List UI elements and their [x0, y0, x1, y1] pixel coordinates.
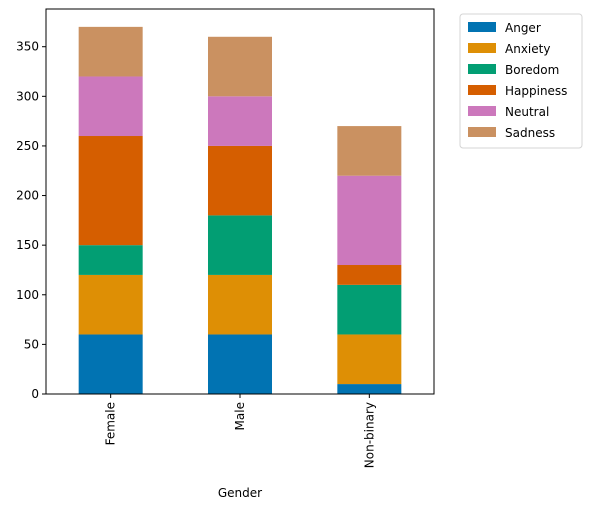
- y-tick-label: 200: [16, 189, 39, 203]
- x-axis-label: Gender: [218, 486, 262, 500]
- bar-segment-anxiety-female: [78, 274, 143, 335]
- legend-label-anger: Anger: [505, 21, 541, 35]
- y-tick-label: 0: [31, 387, 39, 401]
- legend-swatch-sadness: [468, 127, 496, 137]
- y-tick-label: 150: [16, 238, 39, 252]
- bar-segment-neutral-male: [208, 96, 272, 146]
- y-axis: 0 50 100 150 200 250 300 350: [16, 40, 46, 401]
- bar-segment-boredom-female: [78, 245, 143, 275]
- legend-label-boredom: Boredom: [505, 63, 559, 77]
- bar-segment-sadness-female: [78, 26, 143, 77]
- bar-segment-anxiety-male: [208, 274, 272, 335]
- y-tick-label: 250: [16, 139, 39, 153]
- x-tick-label-male: Male: [233, 402, 247, 430]
- legend: Anger Anxiety Boredom Happiness Neutral Sadne…: [459, 13, 583, 149]
- bars-layer: [78, 26, 402, 394]
- bar-segment-happiness-male: [208, 145, 272, 216]
- y-tick-label: 350: [16, 40, 39, 54]
- bar-segment-neutral-female: [78, 76, 143, 137]
- bar-segment-happiness-non-binary: [337, 265, 402, 285]
- legend-swatch-anger: [468, 22, 496, 32]
- legend-label-neutral: Neutral: [505, 105, 549, 119]
- bar-segment-anger-non-binary: [337, 384, 402, 394]
- legend-swatch-happiness: [468, 85, 496, 95]
- y-tick-label: 100: [16, 288, 39, 302]
- legend-swatch-boredom: [468, 64, 496, 74]
- bar-segment-neutral-non-binary: [337, 175, 402, 266]
- x-axis: Female Male Non-binary: [104, 394, 376, 468]
- bar-segment-anger-male: [208, 334, 272, 394]
- legend-swatch-neutral: [468, 106, 496, 116]
- bar-segment-anxiety-non-binary: [337, 334, 402, 385]
- y-tick-label: 300: [16, 89, 39, 103]
- bar-segment-sadness-non-binary: [337, 126, 402, 176]
- bar-segment-happiness-female: [78, 136, 143, 246]
- legend-label-anxiety: Anxiety: [505, 42, 550, 56]
- bar-segment-sadness-male: [208, 36, 272, 97]
- bar-segment-anger-female: [78, 334, 143, 394]
- x-tick-label-non-binary: Non-binary: [362, 402, 376, 468]
- x-tick-label-female: Female: [104, 402, 118, 445]
- bar-segment-boredom-male: [208, 215, 272, 275]
- legend-label-happiness: Happiness: [505, 84, 567, 98]
- legend-label-sadness: Sadness: [505, 126, 555, 140]
- bar-segment-boredom-non-binary: [337, 284, 402, 335]
- legend-swatch-anxiety: [468, 43, 496, 53]
- y-tick-label: 50: [24, 337, 39, 351]
